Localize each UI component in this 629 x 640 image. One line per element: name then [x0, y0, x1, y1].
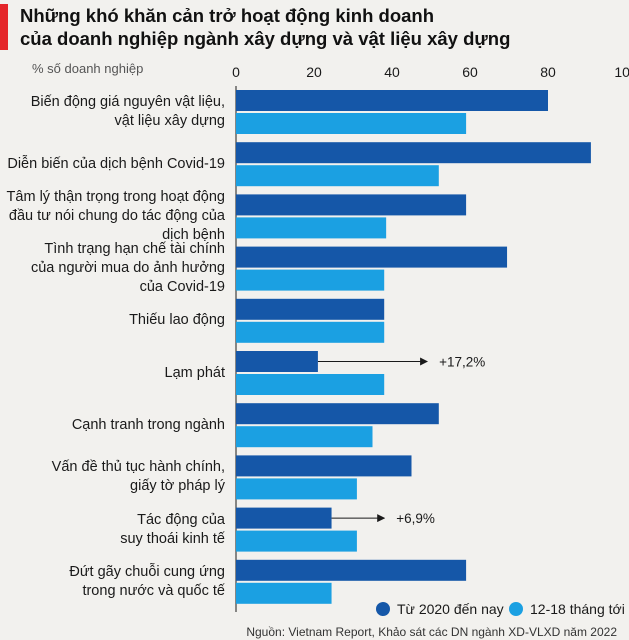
- category-label-line: Cạnh tranh trong ngành: [71, 416, 225, 433]
- bar-series1: [236, 507, 332, 529]
- category-label-line: giấy tờ pháp lý: [130, 478, 225, 495]
- bar-series2: [236, 113, 467, 134]
- legend-label-series2: 12-18 tháng tới: [530, 601, 625, 617]
- category-label-line: đầu tư nói chung do tác động của: [8, 207, 225, 224]
- bar-series2: [236, 269, 385, 291]
- legend-swatch-series1: [376, 602, 390, 616]
- category-label-line: Diễn biến của dịch bệnh Covid-19: [7, 155, 225, 172]
- category-label-line: dịch bệnh: [162, 226, 225, 243]
- category-label-line: Vấn đề thủ tục hành chính,: [51, 459, 225, 476]
- x-tick-label: 80: [540, 64, 556, 80]
- source-note: Nguồn: Vietnam Report, Khảo sát các DN n…: [246, 625, 617, 639]
- category-label-line: của người mua do ảnh hưởng: [30, 260, 225, 277]
- bar-series1: [236, 559, 467, 581]
- category-label-line: Tác động của: [137, 511, 225, 528]
- category-label: Tâm lý thận trọng trong hoạt động đầu tư …: [3, 188, 225, 245]
- category-label-line: Lạm phát: [164, 364, 225, 381]
- category-label: Cạnh tranh trong ngành: [3, 416, 225, 435]
- category-label: Diễn biến của dịch bệnh Covid-19: [3, 155, 225, 174]
- bar-series1: [236, 403, 439, 425]
- bar-series2: [236, 530, 357, 552]
- annotation-label: +17,2%: [439, 355, 485, 370]
- category-label-line: của Covid-19: [139, 279, 225, 296]
- category-label: Tình trạng hạn chế tài chính của người mu…: [3, 240, 225, 297]
- category-label-line: Thiếu lao động: [129, 312, 225, 329]
- x-tick-label: 0: [232, 64, 240, 80]
- category-label-line: Biến động giá nguyên vật liệu,: [30, 94, 225, 110]
- x-tick-label: 100: [614, 64, 629, 80]
- bar-series1: [236, 351, 318, 372]
- chart-title: Những khó khăn cản trở hoạt động kinh do…: [20, 4, 620, 50]
- legend-item-series1: Từ 2020 đến nay: [376, 601, 504, 617]
- category-label: Vấn đề thủ tục hành chính, giấy tờ pháp l…: [3, 458, 225, 496]
- annotation-label: +6,9%: [396, 511, 435, 526]
- x-tick-label: 60: [462, 64, 478, 80]
- bar-series2: [236, 321, 385, 343]
- title-line-1: Những khó khăn cản trở hoạt động kinh do…: [20, 5, 435, 26]
- category-label: Lạm phát: [3, 364, 225, 383]
- bar-series1: [236, 455, 412, 477]
- bar-series1: [236, 298, 385, 320]
- category-label-line: Tình trạng hạn chế tài chính: [44, 241, 225, 258]
- bar-series2: [236, 165, 439, 187]
- category-label-line: Đứt gãy chuỗi cung ứng: [69, 563, 225, 580]
- unit-label: % số doanh nghiệp: [32, 61, 144, 76]
- title-line-2: của doanh nghiệp ngành xây dựng và vật l…: [20, 28, 511, 49]
- bar-series2: [236, 426, 373, 448]
- category-label-line: trong nước và quốc tế: [82, 582, 225, 599]
- bar-series2: [236, 217, 387, 239]
- bar-series1: [236, 90, 548, 111]
- category-label: Thiếu lao động: [3, 311, 225, 330]
- bar-series1: [236, 142, 591, 164]
- bar-series1: [236, 246, 508, 268]
- category-label: Biến động giá nguyên vật liệu, vật liệu x…: [3, 93, 225, 131]
- bar-series2: [236, 582, 332, 604]
- x-tick-label: 20: [306, 64, 322, 80]
- category-label-line: suy thoái kinh tế: [120, 530, 225, 547]
- bar-series1: [236, 194, 467, 216]
- title-accent-bar: [0, 4, 8, 50]
- legend-item-series2: 12-18 tháng tới: [509, 601, 625, 617]
- category-label: Tác động của suy thoái kinh tế: [3, 511, 225, 549]
- category-label-line: Tâm lý thận trọng trong hoạt động: [6, 188, 225, 205]
- bar-series2: [236, 374, 385, 395]
- bar-series2: [236, 478, 357, 500]
- legend-label-series1: Từ 2020 đến nay: [397, 601, 504, 617]
- legend-swatch-series2: [509, 602, 523, 616]
- category-label: Đứt gãy chuỗi cung ứng trong nước và quốc…: [3, 563, 225, 601]
- category-label-line: vật liệu xây dựng: [114, 113, 225, 129]
- x-tick-label: 40: [384, 64, 400, 80]
